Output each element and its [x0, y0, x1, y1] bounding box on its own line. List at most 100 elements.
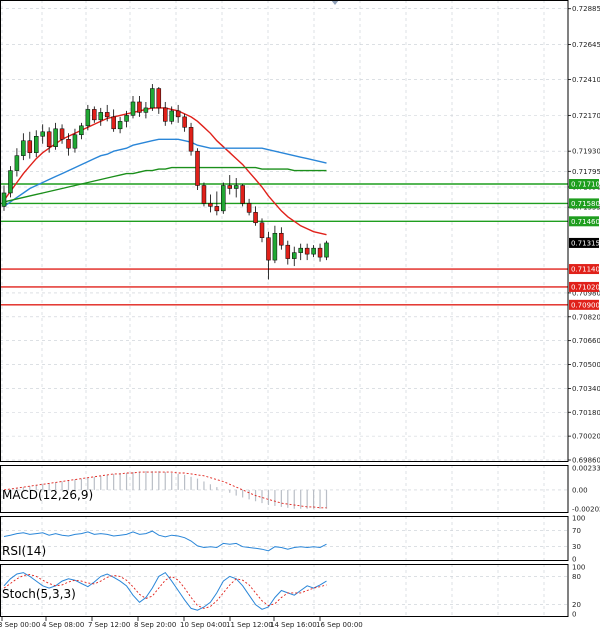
bearish-candle — [104, 112, 110, 118]
resistance-price-tag — [569, 179, 599, 190]
resistance-price-tag — [569, 216, 599, 227]
time-tick-label: 10 Sep 04:00 — [180, 621, 227, 629]
rsi-label: RSI(14) — [2, 544, 46, 558]
bearish-candle — [227, 185, 232, 189]
bullish-candle — [311, 247, 316, 255]
price-tick-label: 0.70180 — [572, 409, 600, 417]
bearish-candle — [111, 116, 116, 130]
macd-tick-label: 0.002334 — [572, 464, 600, 472]
stoch-tick-label: 20 — [572, 601, 581, 609]
bullish-candle — [130, 101, 136, 116]
rsi-tick-label: 100 — [572, 515, 585, 523]
price-tick-label: 0.70820 — [572, 313, 600, 321]
bullish-candle — [150, 88, 155, 109]
price-tick-label: 0.72885 — [572, 5, 600, 13]
rsi-tick-label: 0 — [572, 556, 576, 564]
stoch-label: Stoch(5,3,3) — [2, 587, 76, 601]
time-tick-label: 14 Sep 16:00 — [270, 621, 317, 629]
panel-frame — [0, 564, 569, 617]
price-tick-label: 0.70980 — [572, 289, 600, 297]
stoch-tick-label: 0 — [572, 611, 576, 619]
bullish-candle — [34, 136, 39, 153]
support-price-tag — [569, 281, 599, 292]
price-tick-label: 0.70340 — [572, 385, 600, 393]
bearish-candle — [246, 203, 252, 213]
time-tick-label: 3 Sep 00:00 — [0, 621, 40, 629]
bullish-candle — [85, 109, 91, 127]
stoch-tick-label: 80 — [572, 573, 581, 581]
rsi-line — [3, 530, 327, 552]
bullish-candle — [117, 121, 123, 130]
current-price-tag — [569, 237, 599, 248]
bullish-candle — [221, 185, 226, 212]
level-price-tags: 0.71710 0.71580 0.71460 0.71315 0.71140 0.710… — [569, 179, 600, 310]
support-price-tag — [569, 299, 599, 310]
price-tick-label: 0.72410 — [572, 76, 600, 84]
support-price-tag-label: 0.70900 — [571, 301, 600, 309]
time-tick-label: 4 Sep 08:00 — [42, 621, 84, 629]
panel-frame — [0, 465, 569, 513]
bullish-candle — [79, 125, 84, 136]
bearish-candle — [317, 247, 323, 258]
bearish-candle — [188, 127, 194, 152]
bullish-candle — [21, 140, 26, 156]
bearish-candle — [59, 128, 65, 140]
support-price-tag-label: 0.71140 — [571, 266, 600, 274]
resistance-price-tag-label: 0.71710 — [571, 181, 600, 189]
bearish-candle — [175, 110, 181, 118]
rsi-tick-label: 30 — [572, 543, 581, 551]
bearish-candle — [46, 131, 52, 147]
bullish-candle — [233, 185, 239, 189]
bearish-candle — [137, 101, 142, 113]
bearish-candle — [182, 116, 187, 128]
bullish-candle — [143, 107, 149, 113]
bullish-candle — [292, 252, 297, 259]
bearish-candle — [266, 237, 271, 261]
bearish-candle — [208, 203, 213, 207]
rsi-panel: 100 70 30 0 — [0, 515, 585, 564]
bullish-candle — [1, 192, 7, 207]
bullish-candle — [272, 232, 278, 261]
bullish-candle — [298, 247, 303, 253]
bearish-candle — [285, 244, 291, 259]
chart-shift-marker[interactable] — [331, 0, 339, 5]
resistance-price-tag-label: 0.71580 — [571, 200, 600, 208]
price-tick-label: 0.71930 — [572, 148, 600, 156]
time-tick-label: 11 Sep 12:00 — [226, 621, 273, 629]
macd-panel: 0.002334 0.00 -0.002027 — [0, 464, 600, 514]
macd-tick-label: 0.00 — [572, 486, 588, 494]
bullish-candle — [53, 128, 58, 147]
time-tick-label: 7 Sep 12:00 — [88, 621, 130, 629]
bullish-candle — [169, 110, 174, 122]
price-tick-label: 0.72170 — [572, 112, 600, 120]
bullish-candle — [72, 134, 78, 149]
bearish-candle — [279, 232, 284, 246]
stoch-tick-label: 100 — [572, 564, 585, 572]
bullish-candle — [40, 131, 45, 137]
price-tick-label: 0.70660 — [572, 337, 600, 345]
candlesticks — [1, 84, 329, 280]
panel-frames — [0, 0, 569, 617]
price-axis: 0.72885 0.72645 0.72410 0.72170 0.71930 0.717… — [568, 5, 600, 465]
price-grid — [0, 0, 568, 462]
price-tick-label: 0.70020 — [572, 433, 600, 441]
macd-label: MACD(12,26,9) — [2, 488, 93, 502]
bullish-candle — [14, 155, 20, 171]
time-tick-label: 16 Sep 00:00 — [316, 621, 363, 629]
rsi-tick-label: 70 — [572, 527, 581, 535]
bullish-candle — [324, 242, 329, 258]
time-tick-label: 8 Sep 20:00 — [134, 621, 176, 629]
bearish-candle — [156, 88, 162, 109]
stoch-main-line — [3, 571, 327, 611]
price-tick-label: 0.72645 — [572, 41, 600, 49]
bullish-candle — [124, 115, 129, 122]
bullish-candle — [8, 170, 13, 194]
bearish-candle — [304, 247, 310, 255]
bearish-candle — [214, 206, 220, 212]
price-tick-label: 0.70500 — [572, 361, 600, 369]
bearish-candle — [259, 222, 265, 238]
current-price-tag-label: 0.71315 — [571, 239, 600, 247]
macd-tick-label: -0.002027 — [572, 506, 600, 514]
price-tick-label: 0.71795 — [572, 168, 600, 176]
